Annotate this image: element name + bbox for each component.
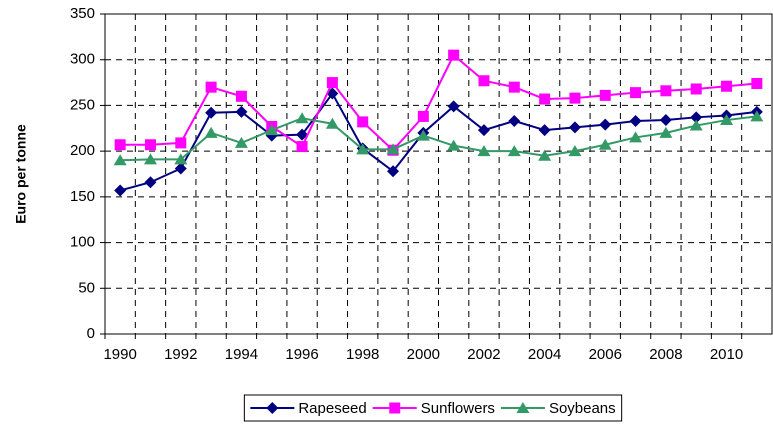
x-tick-label: 2010 — [710, 346, 743, 363]
marker — [538, 124, 551, 137]
marker — [174, 153, 188, 165]
marker — [478, 75, 490, 87]
marker — [357, 116, 369, 128]
marker — [508, 81, 520, 93]
legend-label: Soybeans — [549, 400, 616, 417]
marker — [326, 77, 338, 89]
marker — [598, 138, 612, 150]
marker — [235, 105, 248, 118]
series-line — [120, 53, 757, 152]
marker — [387, 165, 400, 178]
x-tick-label: 2000 — [407, 346, 440, 363]
marker — [477, 124, 490, 137]
y-tick-label: 0 — [87, 325, 95, 342]
marker — [629, 114, 642, 127]
marker — [205, 81, 217, 93]
marker — [144, 176, 157, 189]
marker — [114, 184, 127, 197]
y-tick-label: 300 — [70, 51, 95, 68]
y-axis-label: Euro per tonne — [13, 124, 29, 224]
legend-item: Sunflowers — [372, 400, 495, 417]
legend-label: Sunflowers — [421, 400, 495, 417]
marker — [539, 93, 551, 105]
y-tick-label: 50 — [78, 279, 95, 296]
x-tick-label: 1990 — [103, 346, 136, 363]
marker — [507, 145, 521, 157]
marker — [630, 87, 642, 99]
marker — [568, 121, 581, 134]
marker — [508, 114, 521, 127]
marker — [296, 141, 308, 153]
x-tick-label: 1996 — [285, 346, 318, 363]
marker — [751, 77, 763, 89]
marker — [295, 112, 309, 124]
y-tick-label: 150 — [70, 188, 95, 205]
marker — [477, 145, 491, 157]
marker — [204, 126, 218, 138]
x-tick-label: 1992 — [164, 346, 197, 363]
marker — [296, 128, 309, 141]
marker — [599, 118, 612, 131]
marker — [356, 143, 370, 155]
marker — [386, 143, 400, 155]
marker — [659, 114, 672, 127]
marker — [143, 153, 157, 165]
legend-item: Rapeseed — [250, 400, 367, 417]
marker — [114, 139, 126, 151]
x-tick-label: 2004 — [528, 346, 561, 363]
marker — [389, 402, 401, 414]
legend-item: Soybeans — [500, 400, 616, 417]
marker — [174, 162, 187, 175]
marker — [144, 139, 156, 151]
marker — [659, 126, 673, 138]
marker — [113, 154, 127, 166]
marker — [660, 85, 672, 97]
marker — [690, 111, 703, 124]
marker — [265, 124, 279, 136]
legend: Rapeseed Sunflowers Soybeans — [250, 400, 616, 417]
marker — [721, 80, 733, 92]
marker — [416, 129, 430, 141]
marker — [447, 139, 461, 151]
marker — [266, 402, 279, 414]
series-line — [120, 115, 757, 162]
marker — [417, 110, 429, 122]
marker — [538, 149, 552, 161]
y-tick-label: 250 — [70, 96, 95, 113]
x-tick-label: 1998 — [346, 346, 379, 363]
y-tick-label: 200 — [70, 142, 95, 159]
marker — [568, 145, 582, 157]
x-tick-label: 2002 — [467, 346, 500, 363]
series-line — [119, 91, 757, 192]
y-tick-label: 350 — [70, 5, 95, 22]
y-tick-label: 100 — [70, 234, 95, 251]
x-tick-label: 2008 — [649, 346, 682, 363]
marker — [325, 117, 339, 129]
marker — [689, 119, 703, 131]
marker — [447, 100, 460, 113]
marker — [235, 90, 247, 102]
marker — [599, 89, 611, 101]
x-tick-label: 2006 — [589, 346, 622, 363]
marker — [720, 114, 734, 126]
marker — [205, 106, 218, 119]
legend-box — [243, 394, 623, 422]
legend-label: Rapeseed — [298, 400, 366, 417]
marker — [690, 83, 702, 95]
marker — [569, 92, 581, 104]
marker — [750, 110, 764, 122]
marker — [629, 131, 643, 143]
marker — [448, 49, 460, 61]
x-tick-label: 1994 — [225, 346, 258, 363]
marker — [175, 137, 187, 149]
marker — [234, 136, 248, 148]
marker — [516, 402, 530, 413]
